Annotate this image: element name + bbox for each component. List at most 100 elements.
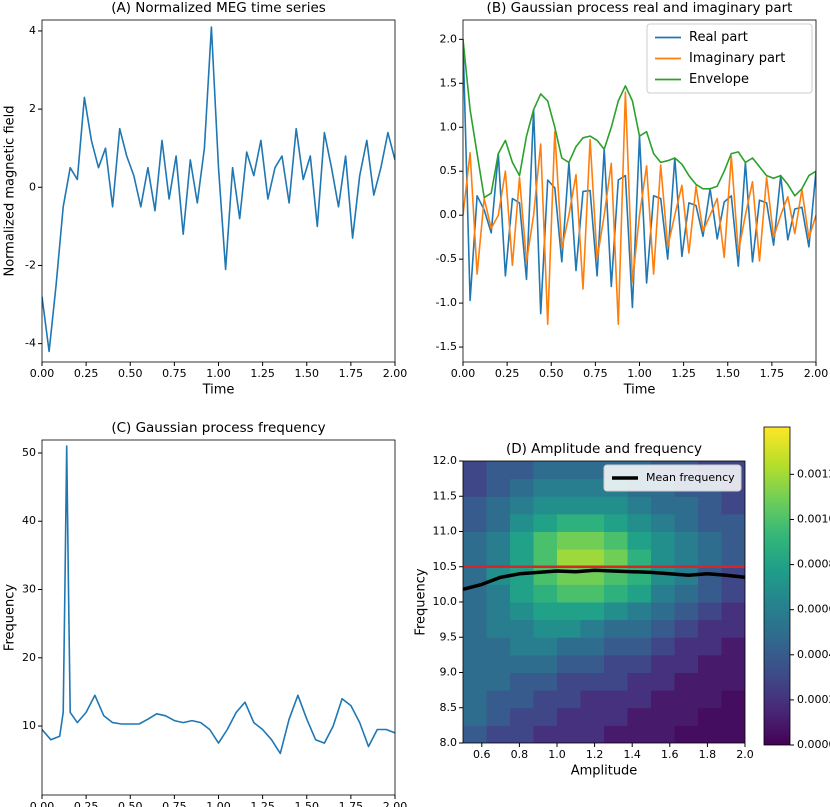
heat-cell bbox=[510, 707, 534, 726]
heat-cell bbox=[651, 602, 675, 621]
heat-cell bbox=[463, 531, 487, 550]
heat-cell bbox=[533, 531, 558, 550]
x-tick-label: 0.75 bbox=[162, 367, 187, 380]
heat-cell bbox=[651, 637, 675, 656]
colorbar-tick-label: 0.0012 bbox=[797, 467, 830, 480]
x-tick-label: 1.2 bbox=[586, 748, 604, 761]
x-tick-label: 2.00 bbox=[383, 800, 408, 807]
heat-cell bbox=[698, 602, 722, 621]
heat-cell bbox=[721, 707, 745, 726]
y-tick-label: -0.5 bbox=[436, 252, 457, 265]
heat-cell bbox=[651, 496, 675, 515]
heat-cell bbox=[486, 725, 511, 743]
y-tick-label: 1.0 bbox=[440, 120, 458, 133]
heat-cell bbox=[486, 513, 511, 532]
heat-cell bbox=[510, 513, 534, 532]
heat-cell bbox=[510, 461, 534, 480]
y-tick-label: 10 bbox=[22, 719, 36, 732]
panel: 0.00 0.25 0.50 0.75 1.00 1.25 1.50 1.75 2.00 10 20… bbox=[3, 420, 408, 807]
plot-area bbox=[463, 39, 816, 325]
heat-cell bbox=[533, 513, 558, 532]
heat-cell bbox=[698, 707, 722, 726]
colorbar-tick-label: 0.0008 bbox=[797, 558, 830, 571]
heat-cell bbox=[627, 531, 652, 550]
heat-cell bbox=[721, 654, 745, 673]
y-tick-label: 11.5 bbox=[433, 489, 458, 502]
legend-label: Imaginary part bbox=[689, 51, 785, 66]
heat-cell bbox=[721, 725, 745, 743]
heat-cell bbox=[486, 461, 511, 480]
x-tick-label: 0.6 bbox=[473, 748, 491, 761]
heat-cell bbox=[721, 549, 745, 568]
y-tick-label: 10.0 bbox=[433, 595, 458, 608]
heat-cell bbox=[698, 566, 722, 585]
heat-cell bbox=[651, 513, 675, 532]
y-tick-label: 40 bbox=[22, 514, 36, 527]
y-tick-label: 30 bbox=[22, 583, 36, 596]
heat-cell bbox=[721, 531, 745, 550]
y-tick-label: 8.5 bbox=[440, 701, 458, 714]
heat-cell bbox=[674, 725, 699, 743]
heat-cell bbox=[721, 496, 745, 515]
heat-cell bbox=[533, 496, 558, 515]
heat-cell bbox=[557, 496, 581, 515]
heat-cell bbox=[533, 566, 558, 585]
x-tick-label: 0.75 bbox=[162, 800, 187, 807]
colorbar-tick-label: 0.0006 bbox=[797, 603, 830, 616]
y-axis-label: Frequency bbox=[414, 568, 429, 635]
x-tick-label: 0.00 bbox=[30, 800, 55, 807]
heat-cell bbox=[604, 602, 628, 621]
heat-cell bbox=[486, 496, 511, 515]
heat-cell bbox=[604, 496, 628, 515]
heat-cell bbox=[674, 496, 699, 515]
x-tick-label: 1.75 bbox=[760, 367, 785, 380]
heat-cell bbox=[651, 707, 675, 726]
series-line bbox=[463, 39, 816, 199]
heat-cell bbox=[580, 690, 605, 709]
x-axis-label: Amplitude bbox=[571, 764, 638, 779]
x-tick-label: 0.50 bbox=[539, 367, 564, 380]
heat-cell bbox=[463, 654, 487, 673]
heat-cell bbox=[698, 637, 722, 656]
heat-cell bbox=[486, 690, 511, 709]
y-tick-label: 0 bbox=[29, 180, 36, 193]
heat-cell bbox=[674, 672, 699, 691]
legend-label: Envelope bbox=[689, 72, 749, 87]
heat-cell bbox=[674, 707, 699, 726]
heat-cell bbox=[698, 654, 722, 673]
heat-cell bbox=[557, 725, 581, 743]
heat-cell bbox=[627, 549, 652, 568]
heat-cell bbox=[721, 690, 745, 709]
heat-cell bbox=[463, 672, 487, 691]
heat-cell bbox=[698, 672, 722, 691]
x-tick-label: 0.50 bbox=[118, 367, 143, 380]
x-tick-label: 2.0 bbox=[736, 748, 754, 761]
heat-cell bbox=[463, 461, 487, 480]
heat-cell bbox=[533, 654, 558, 673]
heat-cell bbox=[463, 725, 487, 743]
heat-cell bbox=[486, 602, 511, 621]
x-tick-label: 0.00 bbox=[30, 367, 55, 380]
heat-cell bbox=[463, 602, 487, 621]
heat-cell bbox=[580, 496, 605, 515]
heat-cell bbox=[651, 549, 675, 568]
heat-cell bbox=[698, 725, 722, 743]
heat-cell bbox=[510, 637, 534, 656]
x-tick-label: 1.50 bbox=[295, 800, 320, 807]
x-tick-label: 1.4 bbox=[623, 748, 641, 761]
heat-cell bbox=[698, 549, 722, 568]
heat-cell bbox=[557, 637, 581, 656]
y-tick-label: 4 bbox=[29, 24, 36, 37]
heat-cell bbox=[486, 654, 511, 673]
heat-cell bbox=[651, 584, 675, 603]
heat-cell bbox=[463, 496, 487, 515]
heat-cell bbox=[627, 513, 652, 532]
x-tick-label: 1.75 bbox=[339, 367, 364, 380]
panel: 0.00 0.25 0.50 0.75 1.00 1.25 1.50 1.75 2.00 -1.5… bbox=[436, 0, 829, 398]
heat-cell bbox=[533, 637, 558, 656]
heat-cell bbox=[580, 707, 605, 726]
y-axis-label: Normalized magnetic field bbox=[3, 105, 18, 276]
x-tick-label: 1.6 bbox=[661, 748, 679, 761]
heat-cell bbox=[486, 584, 511, 603]
